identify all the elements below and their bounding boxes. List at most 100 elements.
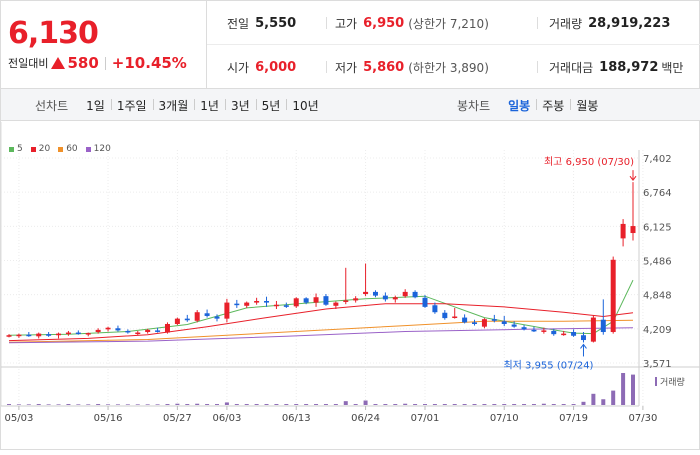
line-period-0[interactable]: 1일 xyxy=(86,98,105,113)
volume-bar xyxy=(66,404,71,405)
line-period-6[interactable]: 10년 xyxy=(286,97,324,114)
volume-bar xyxy=(571,404,576,405)
trade-value-unit: 백만 xyxy=(661,60,684,75)
candle-body xyxy=(610,259,616,333)
candle-body xyxy=(600,319,606,333)
candle-period-2[interactable]: 월봉 xyxy=(570,97,604,114)
legend-swatch xyxy=(9,146,14,152)
candlestick-chart[interactable]: 7,402 6,764 6,125 5,486 4,848 4,209 3,571 05/03… xyxy=(0,122,700,451)
candle-body xyxy=(442,312,448,319)
volume-bar xyxy=(96,404,101,405)
line-period-3[interactable]: 1년 xyxy=(194,97,225,114)
candle-body xyxy=(363,291,369,295)
volume-bar xyxy=(393,404,398,405)
ma-line-120 xyxy=(8,327,634,344)
candle-body xyxy=(194,312,200,321)
quote-row: 전일 5,550 고가 6,950 (상한가 7,210) 거래량 28,919,223 xyxy=(207,1,700,45)
ma-line-5 xyxy=(8,279,634,336)
legend-label: 20 xyxy=(38,144,51,154)
volume-bar xyxy=(274,404,279,405)
volume-bar xyxy=(363,400,368,405)
candle-body xyxy=(303,298,309,303)
volume-bar xyxy=(294,404,299,405)
volume-bar xyxy=(472,404,477,405)
volume-bar xyxy=(115,404,120,405)
volume-bar xyxy=(165,404,170,405)
candle-body xyxy=(313,297,319,303)
candle-body xyxy=(481,319,487,327)
volume-bar xyxy=(432,404,437,405)
legend-item-ma5[interactable]: 5 xyxy=(9,144,23,154)
line-period-5[interactable]: 5년 xyxy=(255,97,287,114)
high-arrowhead xyxy=(629,175,637,182)
candle-body xyxy=(56,333,62,336)
candle-body xyxy=(115,328,121,331)
volume-bar xyxy=(76,404,81,405)
volume-bar xyxy=(541,403,546,405)
candle-body xyxy=(135,332,141,335)
candle-chart-title: 봉차트 xyxy=(457,98,491,113)
candle-body xyxy=(382,295,388,300)
x-tick-label: 06/24 xyxy=(351,413,380,424)
y-tick-label: 7,402 xyxy=(643,154,672,165)
current-price: 6,130 xyxy=(8,16,99,51)
candle-body xyxy=(501,321,507,324)
volume-bar xyxy=(195,403,200,405)
quote-row: 시가 6,000 저가 5,860 (하한가 3,890) 거래대금 188,972 백만 xyxy=(207,45,700,89)
candle-body xyxy=(36,333,42,337)
y-tick-label: 4,209 xyxy=(643,325,672,336)
volume-bar xyxy=(551,404,556,405)
volume-bar xyxy=(155,404,160,405)
y-tick-label: 3,571 xyxy=(643,359,672,370)
candle-period-1[interactable]: 주봉 xyxy=(536,97,570,114)
x-tick-label: 07/10 xyxy=(490,413,519,424)
volume-bar xyxy=(561,404,566,405)
candle-body xyxy=(571,332,577,336)
volume-bar xyxy=(611,390,616,405)
volume-bar xyxy=(452,404,457,405)
candle-body xyxy=(353,298,359,301)
open-price-cell: 시가 6,000 xyxy=(227,45,296,89)
line-chart-title: 선차트 xyxy=(35,98,69,113)
divider xyxy=(104,56,106,70)
line-period-2[interactable]: 3개월 xyxy=(152,97,195,114)
line-period-4[interactable]: 3년 xyxy=(224,97,256,114)
open-price-value: 6,000 xyxy=(255,59,297,75)
x-tick-label: 06/13 xyxy=(282,413,311,424)
chart-area: 5 20 60 120 7,402 6,764 6,125 5,486 4,848 4,209 3… xyxy=(0,122,700,451)
volume-bar xyxy=(224,402,229,405)
volume-bar xyxy=(413,404,418,405)
legend-item-ma60[interactable]: 60 xyxy=(58,144,78,154)
candle-body xyxy=(432,305,438,313)
volume-bar xyxy=(462,404,467,405)
ma-line-60 xyxy=(8,319,634,343)
candle-body xyxy=(6,335,12,337)
volume-label: 거래량 xyxy=(660,376,685,388)
candle-body xyxy=(65,332,71,335)
legend-item-ma20[interactable]: 20 xyxy=(30,144,51,154)
y-tick-label: 5,486 xyxy=(643,257,672,268)
change-value: 580 xyxy=(67,54,99,72)
legend-item-ma120[interactable]: 120 xyxy=(85,144,111,154)
candle-body xyxy=(46,334,52,336)
candle-body xyxy=(511,324,517,327)
candle-body xyxy=(630,226,636,234)
volume-legend-swatch xyxy=(655,377,657,386)
candle-period-0[interactable]: 일봉 xyxy=(508,98,531,113)
line-period-1[interactable]: 1주일 xyxy=(110,97,153,114)
quote-details: 전일 5,550 고가 6,950 (상한가 7,210) 거래량 28,919,223 시가… xyxy=(207,1,700,89)
volume-bar xyxy=(215,404,219,405)
volume-bar xyxy=(56,404,61,405)
volume-bar xyxy=(36,404,41,405)
x-tick-label: 05/16 xyxy=(94,413,123,424)
trade-value-value: 188,972 xyxy=(599,59,659,75)
candle-chart-periods: 봉차트 일봉 주봉 월봉 xyxy=(457,89,604,121)
y-tick-label: 6,125 xyxy=(643,222,672,233)
x-tick-label: 07/01 xyxy=(411,413,440,424)
volume-bar xyxy=(502,404,507,405)
volume-bar xyxy=(492,404,497,405)
day-low-label: 저가 xyxy=(335,60,358,75)
candle-body xyxy=(491,319,497,321)
ma-line-20 xyxy=(8,303,634,342)
candle-body xyxy=(254,300,260,303)
